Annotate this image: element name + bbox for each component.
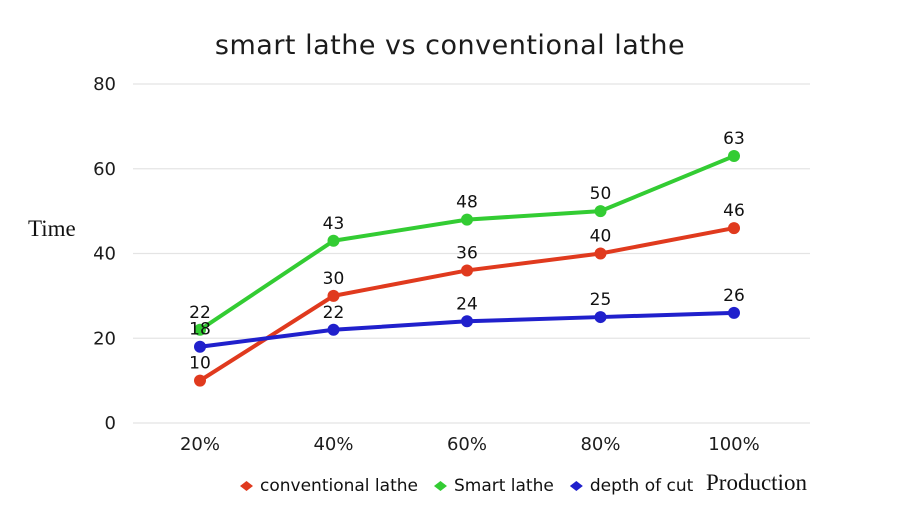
data-point[interactable] (461, 315, 473, 328)
diamond-marker-icon (569, 481, 583, 491)
data-point[interactable] (461, 213, 473, 226)
y-tick-label: 0 (105, 413, 116, 434)
data-point[interactable] (461, 264, 473, 277)
data-point[interactable] (594, 311, 607, 324)
legend-label: conventional lathe (260, 476, 418, 496)
data-point-label: 18 (189, 320, 211, 340)
x-tick-label: 20% (180, 434, 220, 455)
y-tick-label: 80 (93, 74, 116, 95)
data-point[interactable] (327, 323, 340, 336)
legend-item-depth-of-cut[interactable]: depth of cut (569, 476, 694, 496)
data-point-label: 22 (323, 303, 345, 323)
y-tick-label: 60 (93, 159, 116, 180)
data-point-label: 36 (456, 243, 478, 263)
legend-item-smart-lathe[interactable]: Smart lathe (433, 476, 554, 496)
chart-title: smart lathe vs conventional lathe (214, 30, 686, 61)
data-point-label: 10 (189, 354, 211, 374)
data-point[interactable] (594, 247, 607, 260)
data-point[interactable] (194, 323, 206, 336)
y-tick-label: 20 (93, 328, 116, 349)
legend-label: depth of cut (589, 476, 694, 496)
x-axis-title: Production (706, 470, 807, 495)
data-point[interactable] (327, 234, 340, 247)
data-point-label: 63 (723, 129, 745, 149)
legend-label: Smart lathe (453, 476, 554, 496)
data-point-label: 46 (723, 201, 745, 221)
data-point-label: 30 (323, 269, 345, 289)
data-point[interactable] (194, 340, 206, 353)
data-point-label: 26 (723, 286, 745, 306)
data-point[interactable] (594, 205, 607, 218)
x-tick-label: 100% (708, 434, 759, 455)
data-point-label: 22 (189, 303, 211, 323)
diamond-marker-icon (433, 481, 447, 491)
x-tick-label: 80% (580, 434, 620, 455)
data-point[interactable] (728, 150, 740, 163)
data-point-label: 48 (456, 193, 478, 213)
y-axis-title: Time (28, 216, 76, 241)
data-point-label: 50 (590, 184, 612, 204)
data-point-label: 40 (590, 227, 612, 247)
data-point[interactable] (327, 289, 340, 302)
x-tick-label: 60% (447, 434, 487, 455)
data-point[interactable] (728, 306, 740, 319)
data-point-label: 24 (456, 294, 478, 314)
legend: conventional lathe Smart lathe depth of … (240, 476, 693, 496)
y-tick-label: 40 (93, 244, 116, 265)
diamond-marker-icon (240, 481, 253, 491)
data-point-label: 43 (323, 214, 345, 234)
x-tick-label: 40% (313, 434, 353, 455)
legend-item-conventional-lathe[interactable]: conventional lathe (240, 476, 418, 496)
data-point[interactable] (728, 222, 740, 235)
data-point-label: 25 (590, 290, 612, 310)
data-point[interactable] (194, 374, 206, 387)
